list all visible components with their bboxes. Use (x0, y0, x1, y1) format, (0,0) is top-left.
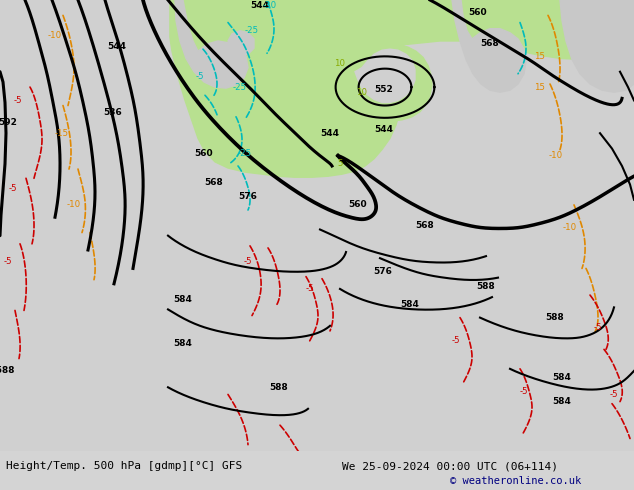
Text: 560: 560 (349, 200, 367, 209)
Text: 5: 5 (337, 159, 343, 169)
Text: -10: -10 (549, 151, 563, 160)
Text: 10: 10 (335, 59, 346, 68)
Polygon shape (355, 49, 415, 102)
Text: 10: 10 (356, 88, 368, 97)
Polygon shape (168, 0, 634, 177)
Text: 560: 560 (469, 8, 488, 17)
Text: 15: 15 (534, 83, 545, 92)
Text: 588: 588 (269, 383, 288, 392)
Text: 588: 588 (477, 282, 495, 292)
Text: -5: -5 (593, 323, 602, 332)
Text: 544: 544 (375, 124, 394, 134)
Text: 588: 588 (546, 313, 564, 322)
Text: 560: 560 (195, 149, 213, 158)
Text: 544: 544 (108, 42, 127, 50)
Text: -25: -25 (245, 26, 259, 35)
Text: -5: -5 (243, 257, 252, 266)
Text: -30: -30 (263, 0, 277, 10)
Polygon shape (560, 0, 634, 92)
Text: -5: -5 (14, 96, 22, 105)
Text: 568: 568 (416, 221, 434, 230)
Text: 584: 584 (174, 294, 193, 304)
Text: 576: 576 (373, 267, 392, 276)
Text: -5: -5 (610, 390, 618, 399)
Text: 544: 544 (321, 129, 339, 138)
Text: 552: 552 (375, 85, 393, 94)
Text: -10: -10 (48, 31, 62, 40)
Text: 568: 568 (205, 178, 223, 187)
Text: 584: 584 (401, 300, 420, 309)
Text: 584: 584 (553, 397, 571, 406)
Text: -5: -5 (451, 336, 460, 344)
Text: -5: -5 (306, 284, 314, 294)
Text: -25: -25 (238, 149, 252, 158)
Text: 568: 568 (481, 39, 500, 48)
Text: -5: -5 (9, 184, 17, 193)
Text: -5: -5 (196, 73, 204, 81)
Text: -588: -588 (0, 367, 15, 375)
Text: We 25-09-2024 00:00 UTC (06+114): We 25-09-2024 00:00 UTC (06+114) (342, 462, 559, 471)
Text: Height/Temp. 500 hPa [gdmp][°C] GFS: Height/Temp. 500 hPa [gdmp][°C] GFS (6, 462, 243, 471)
Text: -10: -10 (563, 223, 577, 232)
Text: -25: -25 (233, 83, 247, 92)
Polygon shape (452, 0, 526, 92)
Text: 576: 576 (238, 192, 257, 201)
Text: 544: 544 (250, 0, 269, 10)
Text: -5: -5 (520, 387, 528, 396)
Text: 584: 584 (174, 339, 193, 348)
Polygon shape (175, 0, 248, 88)
Text: 592: 592 (0, 119, 18, 127)
Polygon shape (228, 31, 254, 54)
Text: -10: -10 (67, 200, 81, 209)
Text: 584: 584 (553, 372, 571, 382)
Text: -15: -15 (55, 129, 69, 138)
Text: 15: 15 (534, 52, 545, 61)
Text: © weatheronline.co.uk: © weatheronline.co.uk (450, 476, 581, 486)
Text: -5: -5 (4, 257, 12, 266)
Text: 536: 536 (103, 108, 122, 117)
Polygon shape (0, 0, 168, 451)
